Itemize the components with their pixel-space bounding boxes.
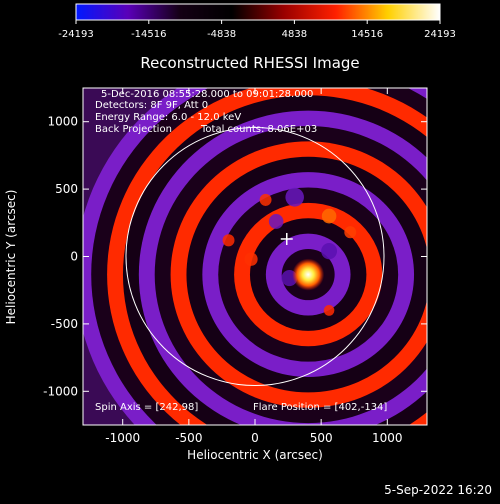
x-axis-ticks: -1000 -500 0 500 1000 [105, 88, 403, 445]
annotation-block: 5-Dec-2016 08:55:28.000 to 09:01:28.000 … [95, 89, 317, 135]
colorbar-tick-label: 24193 [424, 29, 456, 40]
colorbar-tick-label: -4838 [207, 29, 236, 40]
x-axis-label: Heliocentric X (arcsec) [187, 448, 323, 462]
annotation-detectors: Detectors: 8F 9F, Att 0 [95, 100, 208, 111]
lobe [285, 187, 304, 207]
annotation-counts: Total counts: 8.06E+03 [200, 124, 317, 135]
lobe [321, 243, 338, 260]
annotation-method: Back Projection [95, 124, 172, 135]
spin-axis-label: Spin Axis = [242,98] [95, 402, 198, 413]
lobe [321, 208, 337, 224]
x-tick-label: -1000 [105, 431, 140, 445]
annotation-time: 5-Dec-2016 08:55:28.000 to 09:01:28.000 [101, 89, 313, 100]
colorbar [75, 3, 441, 21]
lobe [222, 234, 235, 247]
flare-position-label: Flare Position = [402,-134] [253, 402, 387, 413]
y-tick-label: 1000 [47, 115, 78, 129]
colorbar-tick-label: 14516 [351, 29, 383, 40]
colorbar-tick-label: -24193 [58, 29, 93, 40]
x-tick-label: -500 [175, 431, 202, 445]
annotation-energy: Energy Range: 6.0 - 12.0 keV [95, 112, 241, 123]
timestamp: 5-Sep-2022 16:20 [384, 483, 492, 497]
flare-source [292, 258, 325, 291]
lobe [259, 193, 272, 206]
x-tick-label: 1000 [372, 431, 403, 445]
chart-title: Reconstructed RHESSI Image [140, 54, 359, 72]
flare-marker-icon [280, 232, 293, 245]
lobe [268, 214, 284, 229]
lobe [344, 226, 357, 239]
y-axis-ticks: 1000 500 0 -500 -1000 [43, 115, 427, 398]
colorbar-tick-label: -14516 [131, 29, 166, 40]
x-tick-label: 0 [251, 431, 259, 445]
y-tick-label: 500 [55, 182, 78, 196]
y-axis-label: Heliocentric Y (arcsec) [4, 190, 18, 325]
y-tick-label: -500 [51, 317, 78, 331]
lobe [244, 252, 258, 266]
colorbar-tick-label: 4838 [282, 29, 307, 40]
lobe [323, 305, 335, 316]
x-tick-label: 500 [310, 431, 333, 445]
image-area [83, 88, 427, 425]
y-tick-label: -1000 [43, 384, 78, 398]
colorbar-ticks: -24193 -14516 -4838 4838 14516 24193 [58, 20, 456, 40]
y-tick-label: 0 [70, 250, 78, 264]
solar-limb [125, 127, 385, 386]
